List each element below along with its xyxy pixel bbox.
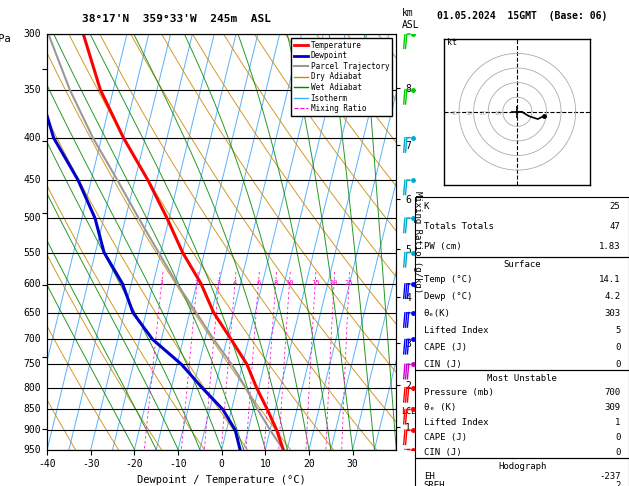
Text: 1.83: 1.83 xyxy=(599,242,620,251)
Text: 1: 1 xyxy=(615,418,620,427)
Text: K: K xyxy=(424,202,429,211)
Text: 700: 700 xyxy=(23,334,41,345)
Text: PW (cm): PW (cm) xyxy=(424,242,461,251)
Text: Surface: Surface xyxy=(503,260,541,270)
Text: 4: 4 xyxy=(233,280,237,286)
Text: Lifted Index: Lifted Index xyxy=(424,418,488,427)
Text: Dewp (°C): Dewp (°C) xyxy=(424,292,472,301)
Text: 450: 450 xyxy=(23,175,41,185)
Text: hPa: hPa xyxy=(0,34,11,44)
Text: 0: 0 xyxy=(615,448,620,457)
Text: 303: 303 xyxy=(604,309,620,318)
Text: kt: kt xyxy=(447,38,457,47)
Text: 15: 15 xyxy=(311,280,320,286)
Text: 950: 950 xyxy=(23,445,41,454)
Text: 900: 900 xyxy=(23,425,41,435)
Text: 8: 8 xyxy=(274,280,278,286)
Text: 5: 5 xyxy=(615,326,620,335)
Text: 0: 0 xyxy=(615,343,620,352)
Text: 800: 800 xyxy=(23,382,41,393)
Text: Most Unstable: Most Unstable xyxy=(487,374,557,383)
Text: 25: 25 xyxy=(345,280,353,286)
Text: 47: 47 xyxy=(610,222,620,231)
X-axis label: Dewpoint / Temperature (°C): Dewpoint / Temperature (°C) xyxy=(137,475,306,485)
Text: 600: 600 xyxy=(23,279,41,289)
Text: Hodograph: Hodograph xyxy=(498,462,546,471)
Text: Pressure (mb): Pressure (mb) xyxy=(424,388,494,397)
Text: 350: 350 xyxy=(23,85,41,95)
Bar xyxy=(415,257,629,370)
Text: 309: 309 xyxy=(604,403,620,412)
Text: 20: 20 xyxy=(480,111,487,116)
Text: Temp (°C): Temp (°C) xyxy=(424,275,472,284)
Text: 38°17'N  359°33'W  245m  ASL: 38°17'N 359°33'W 245m ASL xyxy=(82,14,271,24)
Text: 300: 300 xyxy=(23,29,41,39)
Text: 40: 40 xyxy=(450,111,457,116)
Text: 1: 1 xyxy=(160,280,164,286)
Text: 25: 25 xyxy=(610,202,620,211)
Text: CIN (J): CIN (J) xyxy=(424,360,461,369)
Text: 0: 0 xyxy=(615,433,620,442)
Text: 650: 650 xyxy=(23,308,41,318)
Text: -237: -237 xyxy=(599,472,620,481)
Text: Lifted Index: Lifted Index xyxy=(424,326,488,335)
Bar xyxy=(415,197,629,257)
Text: Totals Totals: Totals Totals xyxy=(424,222,494,231)
Text: 700: 700 xyxy=(604,388,620,397)
Text: CAPE (J): CAPE (J) xyxy=(424,343,467,352)
Text: LCL: LCL xyxy=(401,407,416,416)
Bar xyxy=(415,370,629,458)
Text: 14.1: 14.1 xyxy=(599,275,620,284)
Text: 01.05.2024  15GMT  (Base: 06): 01.05.2024 15GMT (Base: 06) xyxy=(437,11,607,21)
Legend: Temperature, Dewpoint, Parcel Trajectory, Dry Adiabat, Wet Adiabat, Isotherm, Mi: Temperature, Dewpoint, Parcel Trajectory… xyxy=(291,38,392,116)
Text: 750: 750 xyxy=(23,359,41,369)
Text: 3: 3 xyxy=(217,280,221,286)
Text: km
ASL: km ASL xyxy=(401,8,419,30)
Text: CAPE (J): CAPE (J) xyxy=(424,433,467,442)
Y-axis label: Mixing Ratio (g/kg): Mixing Ratio (g/kg) xyxy=(413,191,422,293)
Text: 6: 6 xyxy=(256,280,260,286)
Text: 20: 20 xyxy=(330,280,338,286)
Text: 2: 2 xyxy=(615,481,620,486)
Text: SREH: SREH xyxy=(424,481,445,486)
Text: 0: 0 xyxy=(615,360,620,369)
Bar xyxy=(415,458,629,486)
Text: EH: EH xyxy=(424,472,435,481)
Text: 500: 500 xyxy=(23,213,41,223)
Text: 30: 30 xyxy=(465,111,472,116)
Text: θₑ(K): θₑ(K) xyxy=(424,309,450,318)
Text: 400: 400 xyxy=(23,133,41,143)
Text: 10: 10 xyxy=(285,280,294,286)
Text: θₑ (K): θₑ (K) xyxy=(424,403,456,412)
Text: 10: 10 xyxy=(494,111,501,116)
Text: 2: 2 xyxy=(195,280,199,286)
Text: 4.2: 4.2 xyxy=(604,292,620,301)
Text: 550: 550 xyxy=(23,247,41,258)
Text: 850: 850 xyxy=(23,404,41,415)
Text: CIN (J): CIN (J) xyxy=(424,448,461,457)
